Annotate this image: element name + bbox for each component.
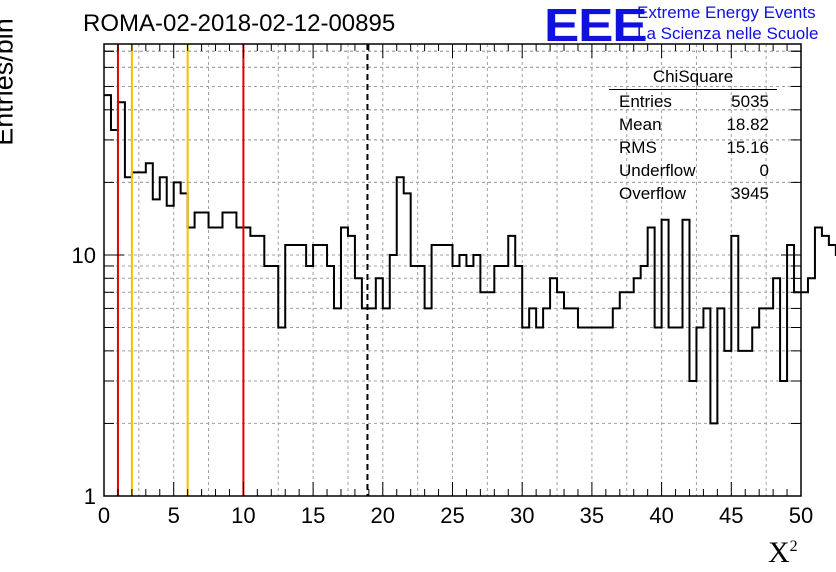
x-tick-label: 35	[580, 503, 604, 528]
logo-line-1: Extreme Energy Events	[637, 3, 816, 22]
x-axis-label: X2	[768, 536, 798, 569]
x-tick-label: 45	[719, 503, 743, 528]
y-tick-label: 10	[72, 243, 96, 268]
stats-row-rms: RMS 15.16	[619, 138, 769, 157]
x-tick-label: 40	[649, 503, 673, 528]
chart-title: ROMA-02-2018-02-12-00895	[83, 10, 396, 37]
logo-line-2: La Scienza nelle Scuole	[637, 24, 819, 43]
x-tick-label: 10	[231, 503, 255, 528]
stats-row-underflow: Underflow 0	[619, 161, 769, 180]
logo-mark: EEE	[544, 0, 648, 51]
x-tick-label: 15	[301, 503, 325, 528]
y-tick-label: 1	[84, 484, 96, 509]
stats-box: ChiSquare Entries 5035 Mean 18.82 RMS 15.16…	[609, 66, 777, 205]
stats-row-mean: Mean 18.82	[619, 115, 769, 134]
histogram-series	[104, 94, 836, 425]
eee-logo: EEE Extreme Energy Events La Scienza nel…	[540, 0, 830, 51]
x-tick-label: 30	[510, 503, 534, 528]
stats-row-entries: Entries 5035	[619, 92, 769, 111]
x-tick-label: 50	[789, 503, 813, 528]
stats-title: ChiSquare	[609, 66, 777, 90]
x-tick-label: 5	[168, 503, 180, 528]
x-tick-label: 0	[98, 503, 110, 528]
x-tick-label: 25	[440, 503, 464, 528]
x-tick-label: 20	[371, 503, 395, 528]
stats-row-overflow: Overflow 3945	[619, 184, 769, 203]
